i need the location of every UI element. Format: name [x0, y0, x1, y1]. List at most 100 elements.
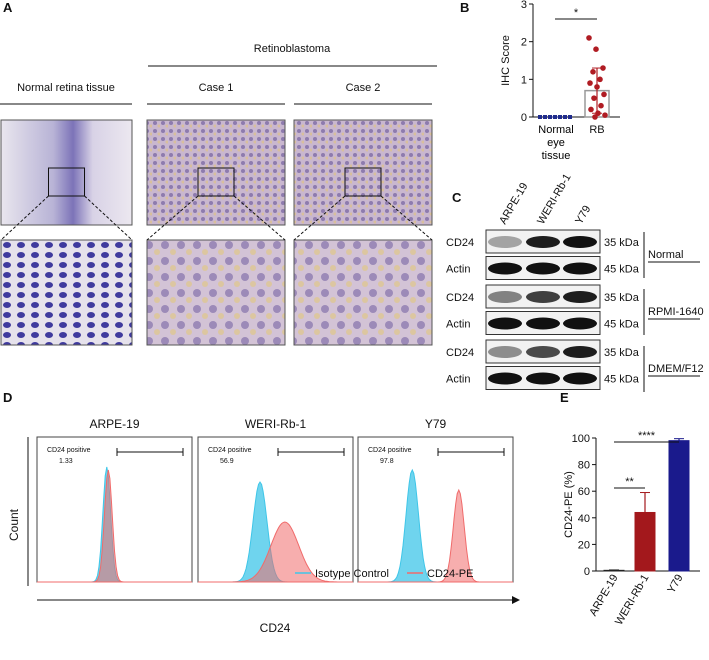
blot-band	[563, 262, 597, 275]
gate-label: CD24 positive	[208, 447, 252, 454]
x-tick-label: RB	[589, 124, 604, 136]
group-title: Retinoblastoma	[254, 43, 331, 55]
ihc-image	[293, 119, 433, 226]
protein-label: CD24	[446, 237, 474, 249]
data-point	[548, 115, 552, 119]
size-label: 45 kDa	[604, 319, 640, 331]
zoom-box	[197, 167, 235, 197]
histogram-cd24	[37, 469, 192, 583]
x-tick-label: Y79	[665, 573, 685, 596]
condition-label: Normal	[648, 249, 683, 261]
blot-band	[488, 236, 522, 248]
x-tick-label: Normal eye tissue	[538, 124, 574, 162]
data-point	[558, 115, 562, 119]
blot-band	[526, 317, 560, 330]
size-label: 35 kDa	[604, 347, 640, 359]
blot-band	[563, 317, 597, 330]
column-title: Case 2	[346, 82, 381, 94]
data-point	[588, 106, 594, 113]
gate-label: CD24 positive	[47, 447, 91, 454]
ihc-zoom-image	[293, 239, 433, 346]
size-label: 35 kDa	[604, 237, 640, 249]
blot-band	[488, 317, 522, 330]
data-point	[593, 46, 599, 52]
lane-label: WERI-Rb-1	[535, 172, 574, 227]
data-point	[538, 115, 542, 119]
gate-value: 1.33	[59, 458, 73, 465]
sample-title: Y79	[425, 417, 447, 431]
lane-label: Y79	[573, 204, 593, 227]
panel-label: B	[460, 0, 469, 15]
bar	[668, 440, 690, 572]
zoom-line	[293, 195, 346, 241]
y-tick-label: 20	[578, 539, 590, 551]
blot-band	[563, 236, 597, 248]
zoom-line	[146, 195, 199, 241]
y-axis-label: Count	[7, 508, 21, 541]
blot-band	[526, 262, 560, 275]
data-point	[553, 115, 557, 119]
gate-label: CD24 positive	[368, 447, 412, 454]
zoom-line	[380, 195, 433, 241]
condition-label: DMEM/F12	[648, 363, 704, 375]
ihc-zoom-image	[146, 239, 286, 346]
data-point	[592, 114, 598, 120]
panel-label: A	[3, 0, 13, 15]
y-tick-label: 40	[578, 513, 590, 525]
size-label: 45 kDa	[604, 264, 640, 276]
column-title: Normal retina tissue	[17, 82, 115, 94]
data-point	[543, 115, 547, 119]
condition-label: RPMI-1640	[648, 306, 704, 318]
protein-label: Actin	[446, 319, 470, 331]
zoom-line	[84, 195, 133, 241]
significance-label: **	[625, 476, 634, 488]
bar	[634, 511, 656, 572]
data-point	[590, 69, 596, 75]
blot-band	[526, 346, 560, 358]
gate-value: 97.8	[380, 458, 394, 465]
protein-label: Actin	[446, 374, 470, 386]
significance-label: ****	[638, 430, 656, 442]
blot-band	[563, 346, 597, 358]
panel-label: D	[3, 390, 12, 405]
data-point	[568, 115, 572, 119]
protein-label: CD24	[446, 347, 474, 359]
blot-band	[488, 372, 522, 385]
y-axis-label: IHC Score	[500, 35, 512, 86]
data-point	[563, 115, 567, 119]
x-tick-label: ARPE-19	[587, 573, 620, 619]
y-tick-label: 0	[584, 566, 590, 578]
x-axis-label: CD24	[260, 621, 291, 635]
data-point	[586, 35, 592, 41]
histogram-cd24	[358, 488, 513, 583]
blot-band	[526, 291, 560, 303]
legend-label: Isotype Control	[315, 568, 389, 580]
blot-band	[488, 262, 522, 275]
histogram-cd24	[198, 521, 353, 583]
data-point	[587, 80, 593, 86]
ihc-image	[0, 119, 133, 226]
y-tick-label: 100	[572, 433, 590, 445]
blot-band	[488, 291, 522, 303]
gate-value: 56.9	[220, 458, 234, 465]
y-axis-label: CD24-PE (%)	[563, 471, 575, 538]
size-label: 35 kDa	[604, 292, 640, 304]
zoom-line	[233, 195, 286, 241]
data-point	[591, 95, 597, 101]
histogram-frame	[357, 436, 514, 583]
y-tick-label: 80	[578, 460, 590, 472]
ihc-image	[146, 119, 286, 226]
blot-band	[488, 346, 522, 358]
zoom-box	[48, 167, 85, 197]
arrow-head	[512, 596, 520, 604]
data-point	[594, 84, 600, 90]
zoom-box	[344, 167, 382, 197]
protein-label: CD24	[446, 292, 474, 304]
significance-label: *	[574, 7, 579, 19]
ihc-zoom-image	[0, 239, 133, 346]
data-point	[595, 110, 601, 117]
sample-title: ARPE-19	[89, 417, 139, 431]
